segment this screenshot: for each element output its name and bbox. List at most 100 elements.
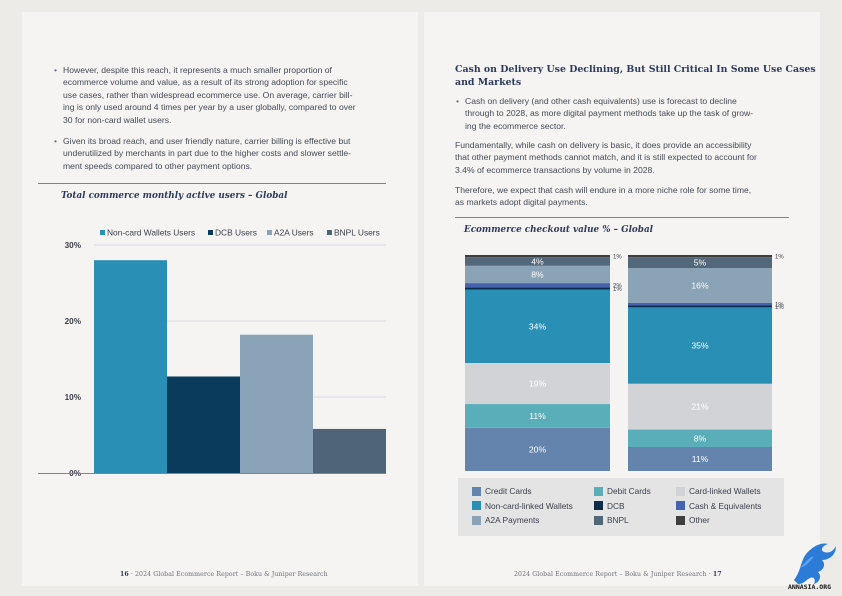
stack-segment [465, 287, 610, 290]
text-line: Cash on Delivery Use Declining, But Stil… [455, 64, 816, 75]
right-footer: 2024 Global Ecommerce Report – Boku & Ju… [514, 571, 722, 578]
bullet-dot-icon: • [54, 136, 58, 146]
left-page: • However, despite this reach, it represe… [22, 12, 418, 586]
stack-segment [628, 383, 772, 430]
text-line: Fundamentally, while cash on delivery is… [455, 140, 752, 150]
segment-label: 20% [529, 444, 547, 454]
left-page-number: 16 [120, 571, 129, 578]
text-line: However, despite this reach, it represen… [63, 65, 332, 75]
x-tick-label: 2028 [690, 475, 709, 477]
segment-label: 16% [691, 281, 709, 291]
legend-swatch [472, 486, 481, 496]
stack-segment [628, 447, 772, 471]
text-line: Therefore, we expect that cash will endu… [455, 185, 752, 195]
y-tick-label: 30% [65, 241, 82, 250]
stack-segment [628, 268, 772, 303]
stack-segment [465, 363, 610, 405]
segment-label: 4% [531, 256, 544, 266]
legend-swatch [676, 486, 685, 496]
text-line: ecommerce volume and value, as a result … [63, 77, 348, 88]
segment-label: 8% [694, 433, 707, 443]
paragraph-2: Therefore, we expect that cash will endu… [455, 184, 751, 209]
text-line: underutilized by merchants in part due t… [63, 148, 352, 159]
stack-segment [628, 303, 772, 306]
stack-segment [465, 255, 610, 258]
legend-label: A2A Payments [485, 515, 540, 525]
legend-item: Debit Cards [594, 486, 651, 496]
left-footer-text: · 2024 Global Ecommerce Report – Boku & … [130, 571, 328, 578]
legend-label: Cash & Equivalents [689, 500, 762, 511]
bullet-dot-icon: • [456, 96, 460, 106]
text-line: use cases, rather than widespread ecomme… [63, 89, 353, 100]
legend-swatch [472, 515, 481, 525]
watermark-text: ANNASIA.ORG [788, 583, 832, 591]
bar [313, 428, 386, 473]
stack-segment [465, 289, 610, 363]
bullet-dot-icon: • [54, 65, 58, 75]
segment-label: 8% [531, 269, 544, 279]
stack-segment [628, 429, 772, 447]
text-line: that other payment methods cannot match,… [455, 152, 757, 163]
legend-swatch [100, 230, 105, 235]
legend-label: Credit Cards [485, 486, 532, 496]
segment-label: 1% [775, 305, 784, 311]
bar [240, 334, 313, 473]
stack-segment [628, 255, 772, 258]
legend-swatch [594, 486, 603, 496]
checkout-legend: Credit Cards Debit Cards Card-linked Walle… [458, 478, 784, 536]
y-tick-label: 20% [65, 317, 82, 326]
bullet-item: • Given its broad reach, and user friendl… [54, 135, 352, 172]
text-line: as markets adopt digital payments. [455, 197, 588, 208]
checkout-chart-title: Ecommerce checkout value % – Global [464, 225, 653, 235]
stack-segment [465, 265, 610, 284]
stack-segment [628, 305, 772, 308]
stack-segment [465, 257, 610, 266]
legend-label: A2A Users [274, 228, 314, 238]
text-line: 30 for non-card wallet users. [63, 114, 172, 125]
checkout-chart: 20%11%19%34%1%2%8%4%1%202311%8%21%35%1%1… [465, 255, 784, 477]
text-line: Given its broad reach, and user friendly… [63, 136, 351, 146]
right-footer-text: 2024 Global Ecommerce Report – Boku & Ju… [514, 571, 711, 578]
segment-label: 21% [691, 402, 709, 412]
text-line: Cash on delivery (and other cash equival… [465, 96, 737, 106]
segment-label: 2% [613, 284, 622, 290]
legend-swatch [676, 515, 685, 525]
segment-label: 35% [691, 341, 709, 351]
legend-swatch [327, 230, 332, 235]
bar [94, 260, 167, 473]
legend-label: DCB [607, 500, 625, 511]
segment-label: 1% [775, 255, 784, 261]
y-tick-label: 10% [65, 393, 82, 402]
stack-segment [465, 283, 610, 288]
legend-swatch [594, 501, 603, 510]
text-line: ment speeds compared to other payment op… [63, 160, 253, 171]
stack-segment [465, 427, 610, 471]
x-tick-label: 2023 [528, 475, 547, 477]
legend-item: BNPL [594, 515, 629, 525]
legend-item: Credit Cards [472, 486, 532, 496]
stack-segment [465, 404, 610, 428]
legend-swatch [472, 501, 481, 510]
legend-item: Other [676, 515, 710, 525]
right-page: Cash on Delivery Use Declining, But Stil… [424, 12, 820, 586]
mau-chart-title: Total commerce monthly active users – Gl… [61, 191, 288, 201]
legend-item: Cash & Equivalents [676, 501, 761, 511]
section-heading: Cash on Delivery Use Declining, But Stil… [455, 63, 816, 89]
legend-swatch [208, 230, 213, 235]
segment-label: 19% [529, 379, 547, 389]
text-line: ing the ecommerce sector. [465, 120, 566, 131]
stack-segment [628, 257, 772, 269]
segment-label: 34% [529, 321, 547, 331]
legend-label: Card-linked Wallets [689, 486, 761, 496]
bullet-item: • However, despite this reach, it represe… [54, 64, 356, 126]
legend-label: BNPL Users [334, 228, 380, 238]
chart-top-rule [38, 183, 386, 184]
segment-label: 1% [613, 287, 622, 293]
segment-label: 5% [694, 258, 707, 268]
legend-label: Non-card-linked Wallets [485, 500, 573, 511]
legend-item: A2A Payments [472, 515, 539, 525]
paragraph-1: Fundamentally, while cash on delivery is… [455, 139, 757, 176]
bar [167, 376, 240, 473]
legend-swatch [676, 501, 685, 510]
